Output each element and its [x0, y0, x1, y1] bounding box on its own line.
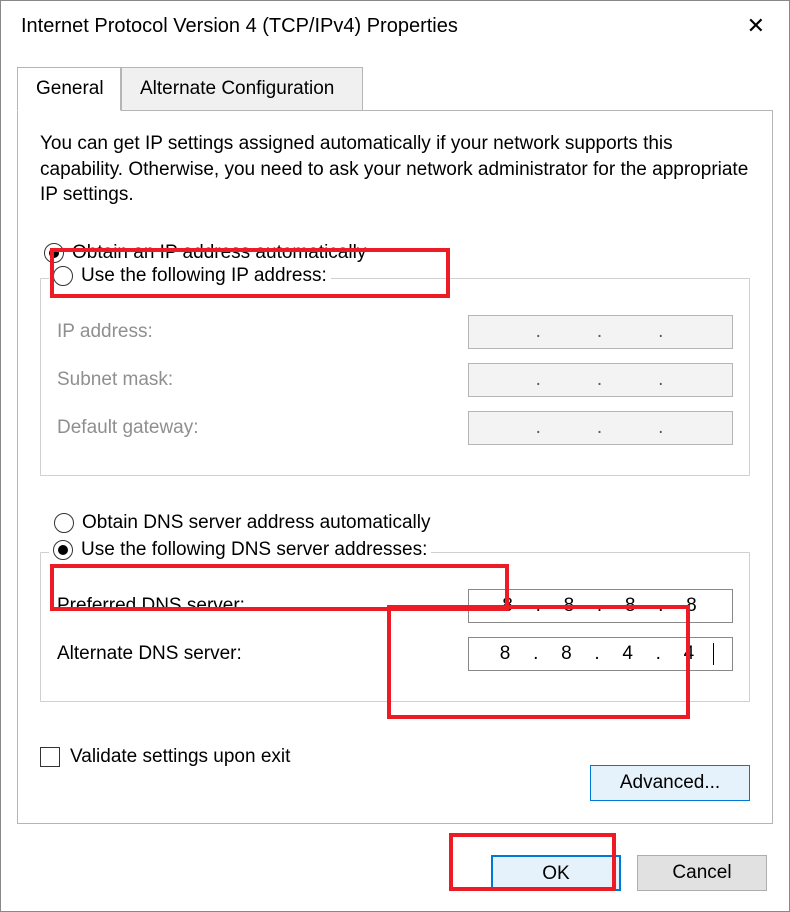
radio-label-dns-manual: Use the following DNS server addresses: [81, 539, 427, 561]
radio-row-dns-manual[interactable]: Use the following DNS server addresses: [49, 539, 431, 561]
radio-label-ip-manual: Use the following IP address: [81, 265, 327, 287]
intro-text: You can get IP settings assigned automat… [40, 131, 750, 208]
checkbox-icon [40, 747, 60, 767]
input-preferred-dns[interactable]: 8. 8. 8. 8 [468, 589, 733, 623]
ok-button[interactable]: OK [491, 855, 621, 891]
input-subnet-mask: . . . [468, 363, 733, 397]
field-row-alternate-dns: Alternate DNS server: 8. 8. 4. 4 [57, 637, 733, 671]
tab-panel-general: You can get IP settings assigned automat… [17, 110, 773, 824]
input-ip-address: . . . [468, 315, 733, 349]
properties-dialog: Internet Protocol Version 4 (TCP/IPv4) P… [0, 0, 790, 912]
label-ip-address: IP address: [57, 321, 153, 343]
input-alternate-dns[interactable]: 8. 8. 4. 4 [468, 637, 733, 671]
dialog-footer: OK Cancel [491, 855, 767, 891]
radio-row-ip-auto[interactable]: Obtain an IP address automatically [44, 242, 750, 264]
checkbox-label-validate: Validate settings upon exit [70, 746, 290, 768]
tabstrip: General Alternate Configuration [17, 67, 773, 111]
titlebar: Internet Protocol Version 4 (TCP/IPv4) P… [1, 1, 789, 51]
radio-icon [53, 266, 73, 286]
text-caret [713, 643, 714, 665]
window-title: Internet Protocol Version 4 (TCP/IPv4) P… [21, 15, 458, 38]
label-subnet-mask: Subnet mask: [57, 369, 173, 391]
radio-label-ip-auto: Obtain an IP address automatically [72, 242, 366, 264]
radio-icon [44, 243, 64, 263]
radio-label-dns-auto: Obtain DNS server address automatically [82, 512, 430, 534]
groupbox-dns-manual: Use the following DNS server addresses: … [40, 552, 750, 702]
field-row-gateway: Default gateway: . . . [57, 411, 733, 445]
tab-general[interactable]: General [17, 67, 121, 111]
close-icon[interactable]: ✕ [739, 11, 773, 41]
radio-icon [53, 540, 73, 560]
tab-alternate[interactable]: Alternate Configuration [121, 67, 363, 111]
label-alternate-dns: Alternate DNS server: [57, 643, 242, 665]
radio-icon [54, 513, 74, 533]
cancel-button[interactable]: Cancel [637, 855, 767, 891]
field-row-subnet: Subnet mask: . . . [57, 363, 733, 397]
radio-row-ip-manual[interactable]: Use the following IP address: [49, 265, 331, 287]
groupbox-ip-manual: Use the following IP address: IP address… [40, 278, 750, 476]
advanced-button[interactable]: Advanced... [590, 765, 750, 801]
input-default-gateway: . . . [468, 411, 733, 445]
field-row-preferred-dns: Preferred DNS server: 8. 8. 8. 8 [57, 589, 733, 623]
label-default-gateway: Default gateway: [57, 417, 199, 439]
radio-row-dns-auto[interactable]: Obtain DNS server address automatically [54, 512, 750, 534]
label-preferred-dns: Preferred DNS server: [57, 595, 245, 617]
field-row-ip: IP address: . . . [57, 315, 733, 349]
